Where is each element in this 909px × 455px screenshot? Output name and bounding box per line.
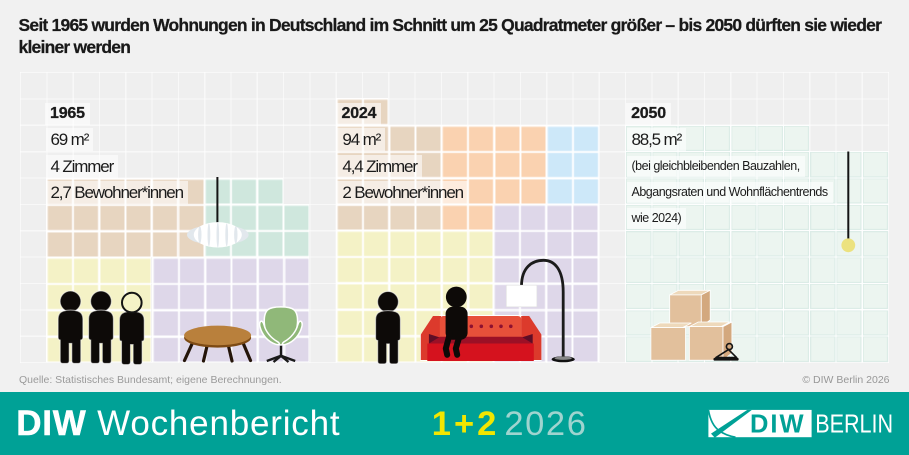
svg-text:BERLIN: BERLIN — [815, 409, 893, 438]
svg-text:DIW: DIW — [750, 410, 806, 438]
